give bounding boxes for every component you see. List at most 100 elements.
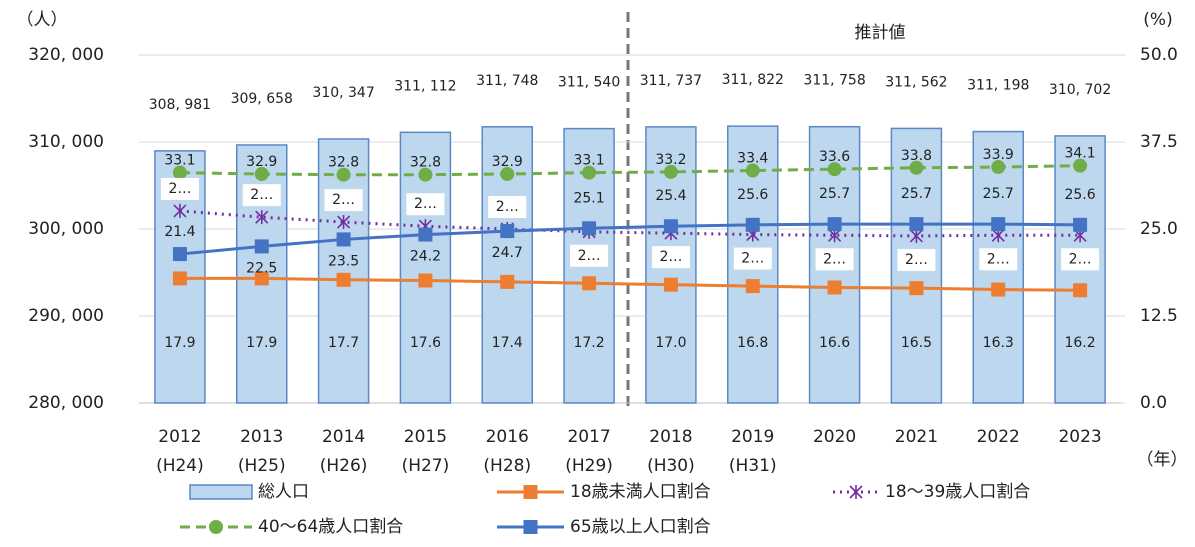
marker	[991, 160, 1006, 175]
legend-label: 18歳未満人口割合	[570, 482, 711, 502]
bar	[399, 131, 452, 404]
bar-value-label: 311, 822	[722, 72, 784, 88]
marker	[909, 281, 924, 296]
marker	[1073, 158, 1088, 173]
marker	[172, 271, 187, 286]
marker	[582, 165, 597, 180]
y2-tick-label: 25.0	[1140, 219, 1178, 239]
marker	[418, 227, 433, 242]
x-tick-sublabel: (H27)	[402, 456, 450, 476]
data-label: 2…	[741, 251, 764, 267]
x-tick-label: 2019	[731, 427, 774, 447]
data-label: 2…	[823, 251, 846, 267]
marker	[418, 167, 433, 182]
marker	[254, 239, 269, 254]
legend-item: 18歳未満人口割合	[497, 482, 711, 502]
data-label: 24.7	[492, 245, 523, 261]
marker	[663, 277, 678, 292]
data-label: 16.5	[901, 335, 932, 351]
data-label: 17.7	[328, 335, 359, 351]
data-label: 2…	[168, 181, 191, 197]
y-tick-label: 300, 000	[28, 219, 104, 239]
marker	[582, 276, 597, 291]
marker	[827, 162, 842, 177]
y-tick-label: 280, 000	[28, 393, 104, 413]
marker	[172, 165, 187, 180]
data-label: 21.4	[164, 224, 195, 240]
marker	[500, 274, 515, 289]
bar-value-label: 311, 748	[476, 73, 538, 89]
line	[179, 209, 1081, 238]
line	[179, 164, 1081, 177]
y-axis-label: （人）	[17, 10, 68, 30]
marker	[909, 228, 923, 243]
data-label: 25.7	[983, 186, 1014, 202]
data-label: 2…	[659, 249, 682, 265]
marker	[523, 485, 538, 499]
x-tick-label: 2014	[322, 427, 365, 447]
marker	[991, 282, 1006, 297]
data-label: 2…	[905, 252, 928, 268]
label-bg	[651, 246, 690, 269]
data-label: 2…	[578, 248, 601, 264]
data-label: 33.8	[901, 148, 932, 164]
x-tick-label: 2022	[977, 427, 1020, 447]
data-label: 17.9	[246, 335, 277, 351]
data-label: 17.6	[410, 335, 441, 351]
data-label: 17.2	[573, 335, 604, 351]
y2-axis-label: (%)	[1143, 10, 1172, 30]
x-tick-label: 2017	[567, 427, 610, 447]
marker	[582, 221, 597, 236]
marker	[745, 217, 760, 232]
label-bg	[570, 244, 609, 267]
x-axis-label: （年）	[1137, 450, 1188, 470]
marker	[254, 167, 269, 182]
marker	[336, 272, 351, 287]
marker	[173, 203, 187, 218]
label-bg	[242, 184, 281, 207]
x-tick-sublabel: (H29)	[565, 456, 613, 476]
marker	[255, 210, 269, 225]
y-tick-label: 310, 000	[28, 132, 104, 152]
marker	[500, 224, 515, 239]
bar-value-label: 311, 737	[640, 73, 702, 89]
marker	[254, 271, 269, 286]
data-label: 25.6	[1064, 187, 1095, 203]
x-tick-sublabel: (H31)	[729, 456, 777, 476]
marker	[827, 217, 842, 232]
data-label: 25.7	[901, 186, 932, 202]
data-label: 17.0	[655, 335, 686, 351]
x-tick-label: 2023	[1058, 427, 1101, 447]
data-label: 2…	[987, 251, 1010, 267]
line	[179, 222, 1081, 256]
marker	[909, 160, 924, 175]
data-label: 2…	[414, 196, 437, 212]
data-label: 33.1	[164, 153, 195, 169]
data-label: 32.9	[492, 154, 523, 170]
marker	[827, 280, 842, 295]
line-series	[172, 271, 1088, 298]
data-label: 16.6	[819, 335, 850, 351]
data-label: 32.9	[246, 154, 277, 170]
legend-item: 18～39歳人口割合	[833, 482, 1030, 502]
x-tick-sublabel: (H24)	[156, 456, 204, 476]
bar-value-label: 311, 562	[885, 74, 947, 90]
data-label: 2…	[250, 187, 273, 203]
data-label: 2…	[1069, 251, 1092, 267]
x-tick-label: 2015	[404, 427, 447, 447]
data-label: 23.5	[328, 253, 359, 269]
marker	[663, 164, 678, 179]
y2-tick-label: 37.5	[1140, 132, 1178, 152]
marker	[849, 485, 863, 499]
legend-item: 40～64歳人口割合	[180, 517, 403, 537]
label-bg	[733, 247, 772, 270]
label-bg	[488, 196, 527, 218]
line-series	[172, 217, 1088, 262]
bar-value-label: 308, 981	[149, 97, 211, 113]
bar-value-label: 310, 702	[1049, 82, 1111, 98]
legend-label: 65歳以上人口割合	[570, 517, 711, 537]
data-label: 16.2	[1064, 335, 1095, 351]
data-label: 25.1	[573, 190, 604, 206]
x-tick-sublabel: (H30)	[647, 456, 695, 476]
